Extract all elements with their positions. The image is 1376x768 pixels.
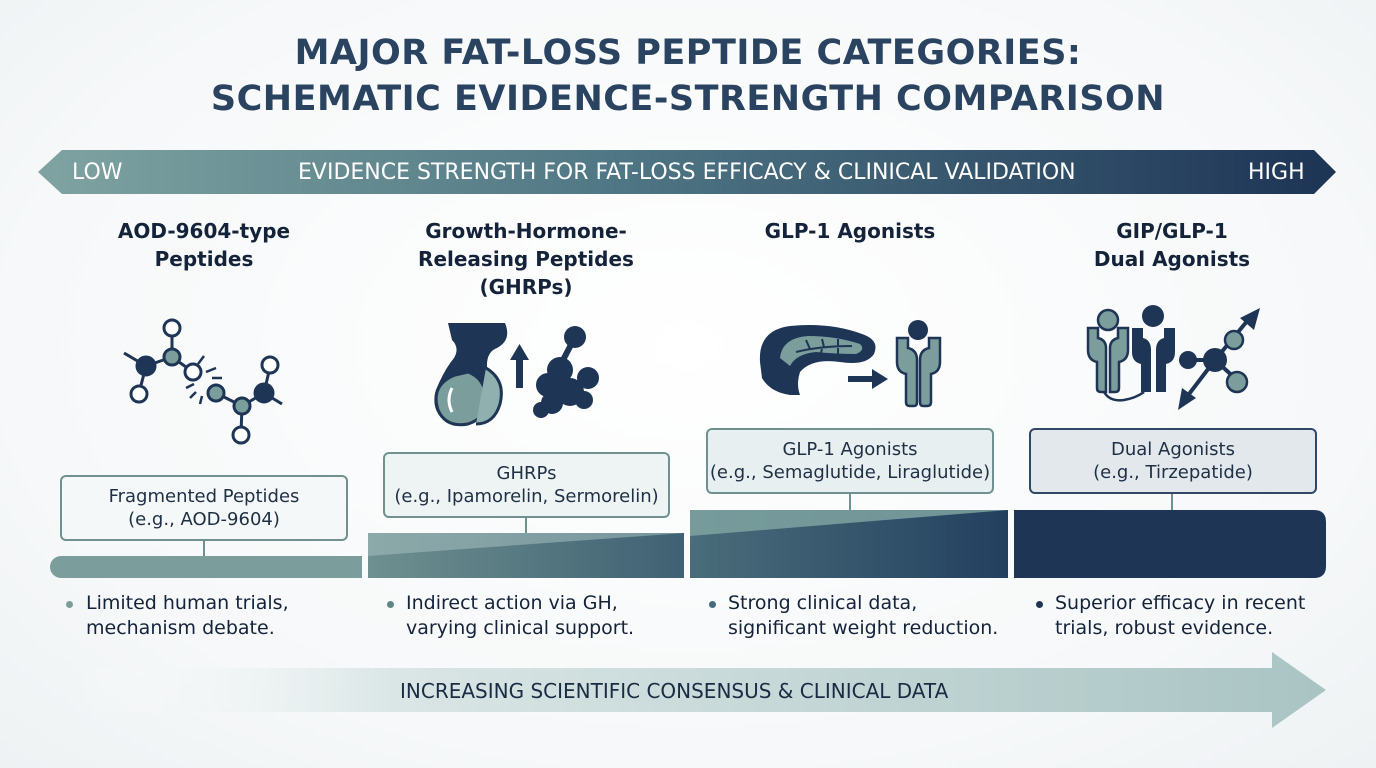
- evidence-bar-2: [368, 533, 684, 578]
- category-title-aod: AOD-9604-type Peptides: [117, 219, 291, 271]
- bullet-aod: Limited human trials, mechanism debate.: [86, 592, 289, 639]
- bullet-dot-ghrp: [387, 601, 394, 608]
- bullet-glp1: Strong clinical data, significant weight…: [728, 592, 999, 639]
- dual-receptor-icon: [1086, 305, 1260, 410]
- bullet-dot-glp1: [709, 601, 716, 608]
- category-title-ghrp: Growth-Hormone- Releasing Peptides (GHRP…: [418, 219, 634, 299]
- bullet-dual: Superior efficacy in recent trials, robu…: [1055, 592, 1306, 639]
- title-line-1: MAJOR FAT-LOSS PEPTIDE CATEGORIES:: [294, 33, 1082, 73]
- consensus-arrow: [70, 652, 1326, 728]
- page-title: MAJOR FAT-LOSS PEPTIDE CATEGORIES: SCHEM…: [0, 30, 1376, 122]
- bullet-dot-dual: [1036, 601, 1043, 608]
- label-box-ghrp: GHRPs (e.g., Ipamorelin, Sermorelin): [383, 452, 670, 518]
- title-line-2: SCHEMATIC EVIDENCE-STRENGTH COMPARISON: [210, 79, 1166, 119]
- label-box-glp1: GLP-1 Agonists (e.g., Semaglutide, Lirag…: [706, 428, 994, 494]
- bullet-dot-aod: [66, 601, 73, 608]
- category-title-glp1: GLP-1 Agonists: [764, 219, 936, 243]
- consensus-arrow-label: INCREASING SCIENTIFIC CONSENSUS & CLINIC…: [400, 679, 949, 703]
- evidence-strength-arrow: [38, 150, 1336, 194]
- bullet-ghrp: Indirect action via GH, varying clinical…: [406, 592, 635, 639]
- evidence-bar-3: [690, 510, 1008, 578]
- evidence-bar-4: [1014, 510, 1326, 578]
- pituitary-gh-release-icon: [434, 323, 599, 427]
- label-box-aod: Fragmented Peptides (e.g., AOD-9604): [60, 475, 348, 541]
- pancreas-receptor-icon: [759, 320, 942, 408]
- category-title-dual: GIP/GLP-1 Dual Agonists: [1093, 219, 1251, 271]
- label-box-dual: Dual Agonists (e.g., Tirzepatide): [1029, 428, 1317, 494]
- evidence-high-label: HIGH: [1248, 160, 1305, 185]
- evidence-low-label: LOW: [72, 160, 123, 185]
- evidence-axis-label: EVIDENCE STRENGTH FOR FAT-LOSS EFFICACY …: [298, 160, 1076, 185]
- fragmented-molecule-icon: [123, 318, 283, 445]
